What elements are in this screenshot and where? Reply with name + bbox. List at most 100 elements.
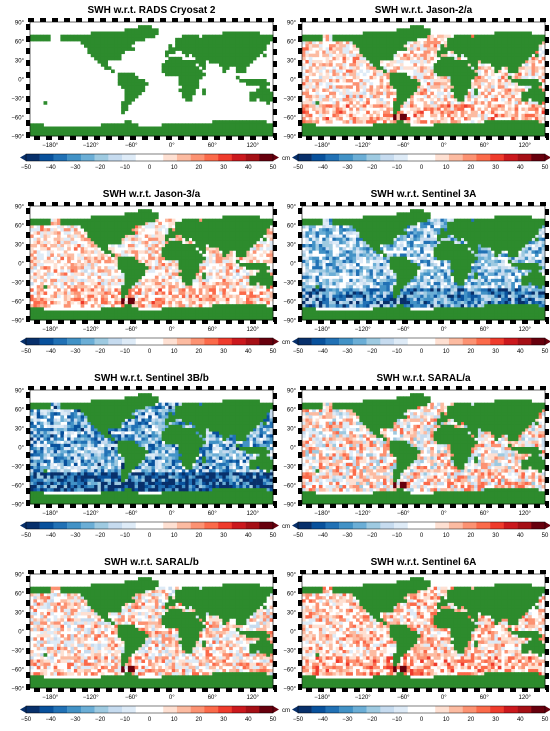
land-cell <box>188 253 193 258</box>
data-cell <box>416 66 421 70</box>
land-cell <box>80 316 85 321</box>
data-cell <box>507 110 512 115</box>
land-cell <box>205 234 210 239</box>
land-cell <box>460 69 465 74</box>
data-cell <box>57 231 61 235</box>
land-cell <box>399 34 404 39</box>
data-cell <box>151 234 156 238</box>
data-cell <box>30 269 34 273</box>
data-cell <box>80 266 85 270</box>
colorbar-segment <box>204 154 219 161</box>
data-cell <box>269 231 274 235</box>
land-cell <box>457 63 462 67</box>
land-cell <box>57 129 61 134</box>
land-cell <box>235 37 240 42</box>
land-cell <box>256 218 260 223</box>
data-cell <box>410 44 414 48</box>
land-cell <box>457 72 462 77</box>
land-cell <box>225 123 230 127</box>
land-cell <box>235 132 240 137</box>
colorbar-arrow-right <box>545 154 550 161</box>
data-cell <box>235 269 240 273</box>
data-cell <box>484 117 488 121</box>
data-cell <box>511 113 515 118</box>
land-cell <box>406 31 411 36</box>
data-cell <box>171 285 176 289</box>
data-cell <box>50 278 54 283</box>
land-cell <box>450 41 455 45</box>
land-cell <box>235 228 240 232</box>
data-cell <box>43 244 48 248</box>
data-cell <box>212 294 216 299</box>
data-cell <box>73 228 78 232</box>
land-cell <box>195 221 200 226</box>
land-cell <box>181 228 186 232</box>
data-cell <box>504 88 509 92</box>
land-cell <box>111 237 115 242</box>
data-cell <box>356 60 360 64</box>
data-cell <box>33 272 38 276</box>
data-cell <box>322 88 326 92</box>
land-cell <box>212 237 217 242</box>
data-cell <box>372 72 377 77</box>
colorbar-arrow-left <box>20 338 26 345</box>
land-cell <box>131 91 136 96</box>
data-cell <box>497 69 502 73</box>
land-cell <box>403 98 408 102</box>
data-cell <box>329 218 333 223</box>
land-cell <box>504 50 509 55</box>
data-cell <box>389 120 394 124</box>
land-cell <box>53 132 58 137</box>
land-cell <box>460 129 465 134</box>
land-cell <box>80 41 85 45</box>
data-cell <box>97 278 102 283</box>
land-cell <box>235 225 240 229</box>
data-cell <box>70 282 75 286</box>
data-cell <box>107 269 112 273</box>
land-cell <box>94 313 98 318</box>
data-cell <box>53 263 58 267</box>
land-cell <box>376 34 381 39</box>
data-cell <box>175 272 179 276</box>
land-cell <box>538 91 543 96</box>
land-cell <box>100 247 105 251</box>
data-cell <box>531 66 536 70</box>
data-cell <box>534 107 539 111</box>
data-cell <box>329 69 333 73</box>
land-cell <box>242 316 247 321</box>
land-cell <box>124 259 129 264</box>
data-cell <box>332 91 337 96</box>
land-cell <box>470 132 475 137</box>
data-cell <box>521 66 526 70</box>
data-cell <box>158 301 162 305</box>
land-cell <box>443 126 448 131</box>
data-cell <box>487 75 492 80</box>
data-cell <box>406 117 411 121</box>
land-cell <box>242 66 247 70</box>
data-cell <box>325 104 330 108</box>
data-cell <box>349 94 353 99</box>
land-cell <box>124 34 129 39</box>
data-cell <box>188 240 193 245</box>
data-cell <box>144 285 149 289</box>
data-cell <box>266 234 270 238</box>
land-cell <box>127 269 132 273</box>
land-cell <box>111 34 115 39</box>
data-cell <box>359 60 364 64</box>
data-cell <box>195 275 200 280</box>
land-cell <box>246 316 250 321</box>
land-cell <box>205 50 210 55</box>
land-cell <box>256 316 260 321</box>
land-cell <box>437 53 441 58</box>
colorbar-segment <box>190 154 205 161</box>
land-cell <box>443 123 448 127</box>
data-cell <box>349 91 353 96</box>
land-cell <box>127 221 132 226</box>
land-cell <box>389 31 394 36</box>
data-cell <box>534 113 539 118</box>
data-cell <box>111 247 115 251</box>
land-cell <box>497 47 502 51</box>
land-cell <box>386 132 391 137</box>
land-cell <box>518 120 522 124</box>
land-cell <box>497 126 502 131</box>
